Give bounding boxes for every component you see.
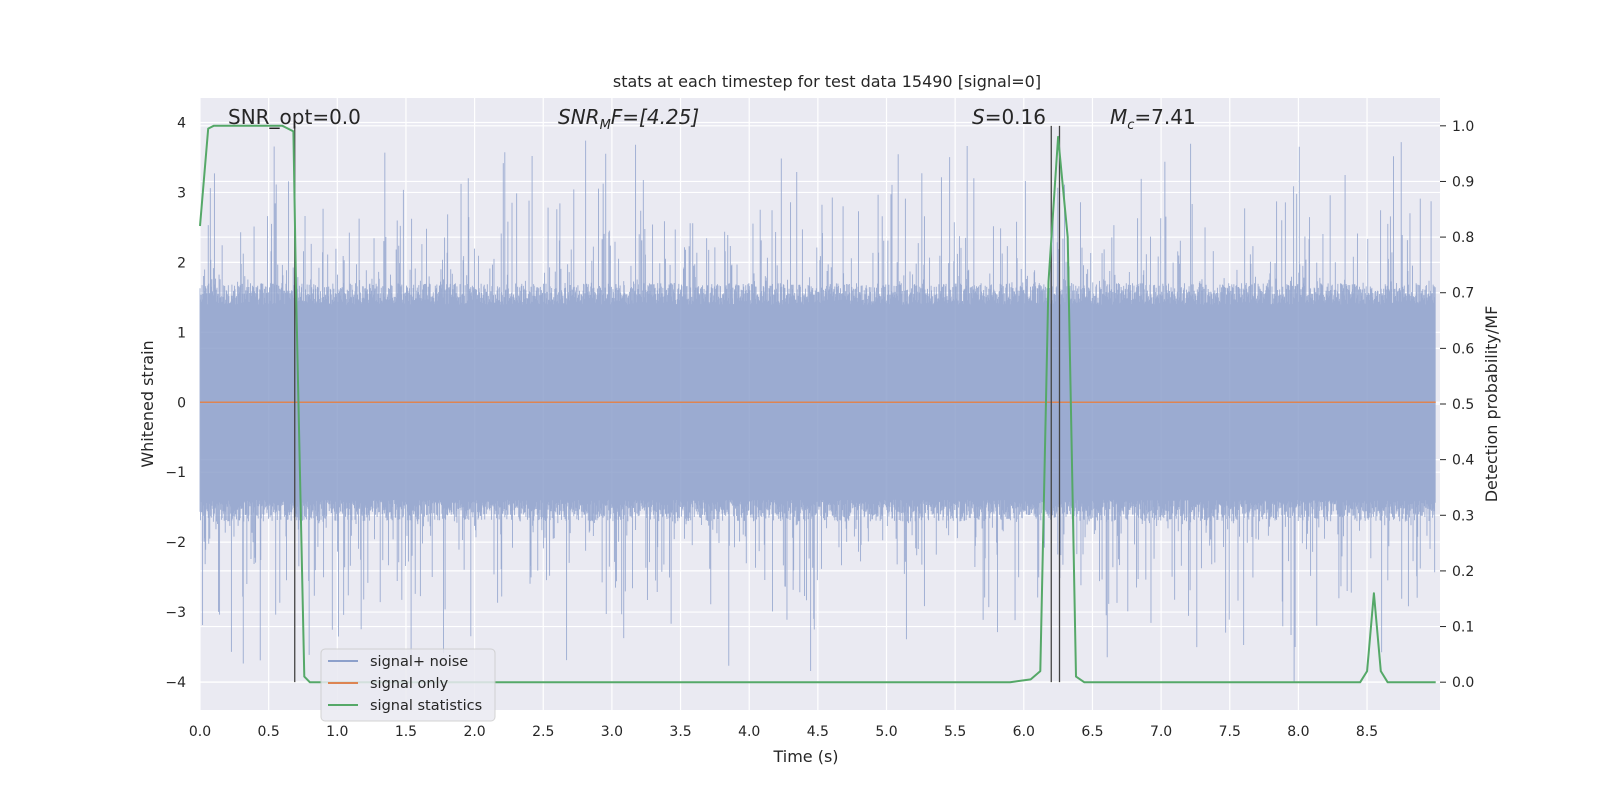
- y-left-tick-label: −2: [165, 535, 186, 551]
- legend: signal+ noise signal only signal statist…: [320, 648, 496, 722]
- x-tick-label: 1.5: [395, 724, 417, 740]
- annotation-snr-mf-sub: M: [600, 118, 611, 133]
- y-right-tick-label: 0.5: [1452, 397, 1474, 413]
- x-tick-label: 7.5: [1219, 724, 1241, 740]
- x-tick-label: 6.0: [1013, 724, 1035, 740]
- legend-label-signal-only: signal only: [370, 676, 449, 692]
- x-tick-label: 8.0: [1287, 724, 1309, 740]
- x-tick-label: 2.0: [463, 724, 485, 740]
- y-left-axis-ticks: −4 −3 −2 −1 0 1 2 3 4: [165, 115, 186, 691]
- y-left-axis-label: Whitened strain: [138, 340, 157, 467]
- y-left-tick-label: 0: [177, 395, 186, 411]
- y-right-tick-label: 0.6: [1452, 341, 1474, 357]
- y-left-tick-label: 1: [177, 325, 186, 341]
- y-right-axis-ticks: 0.0 0.1 0.2 0.3 0.4 0.5 0.6 0.7 0.8 0.9 1.0: [1440, 119, 1474, 691]
- x-tick-label: 0.5: [258, 724, 280, 740]
- y-right-tick-label: 1.0: [1452, 119, 1474, 135]
- x-tick-label: 5.5: [944, 724, 966, 740]
- x-tick-label: 1.0: [326, 724, 348, 740]
- x-tick-label: 5.0: [875, 724, 897, 740]
- x-tick-label: 4.5: [807, 724, 829, 740]
- y-right-tick-label: 0.4: [1452, 453, 1474, 469]
- annotation-s: S=0.16: [972, 105, 1046, 129]
- x-tick-label: 2.5: [532, 724, 554, 740]
- y-left-tick-label: 2: [177, 255, 186, 271]
- x-tick-label: 3.5: [669, 724, 691, 740]
- annotation-mc-rest: =7.41: [1134, 105, 1195, 129]
- legend-label-signal-statistics: signal statistics: [370, 698, 482, 714]
- annotation-s-rest: =0.16: [985, 105, 1046, 129]
- annotation-snr-mf-base: SNR: [558, 105, 600, 129]
- x-tick-label: 3.0: [601, 724, 623, 740]
- annotation-s-base: S: [972, 105, 985, 129]
- annotation-snr-mf-rest: F=[4.25]: [611, 105, 699, 129]
- series-signal-statistics: [199, 124, 1436, 684]
- legend-label-signal-noise: signal+ noise: [370, 654, 468, 670]
- x-axis-label: Time (s): [772, 747, 838, 766]
- annotation-mc: Mc=7.41: [1110, 105, 1196, 133]
- annotation-mc-sub: c: [1127, 118, 1134, 133]
- x-tick-label: 4.0: [738, 724, 760, 740]
- y-right-tick-label: 0.1: [1452, 620, 1474, 636]
- annotation-snr-mf: SNRMF=[4.25]: [558, 105, 699, 133]
- y-right-axis-label: Detection probability/MF: [1482, 306, 1501, 503]
- y-left-tick-label: −4: [165, 675, 186, 691]
- annotation-mc-base: M: [1110, 105, 1127, 129]
- x-tick-label: 8.5: [1356, 724, 1378, 740]
- x-tick-label: 0.0: [189, 724, 211, 740]
- y-left-tick-label: −1: [165, 465, 186, 481]
- y-right-tick-label: 0.7: [1452, 286, 1474, 302]
- legend-box: [320, 648, 496, 722]
- x-tick-label: 6.5: [1081, 724, 1103, 740]
- y-left-tick-label: −3: [165, 605, 186, 621]
- x-tick-label: 7.0: [1150, 724, 1172, 740]
- y-right-tick-label: 0.2: [1452, 564, 1474, 580]
- y-right-tick-label: 0.9: [1452, 174, 1474, 190]
- y-right-tick-label: 0.8: [1452, 230, 1474, 246]
- y-right-tick-label: 0.3: [1452, 508, 1474, 524]
- chart-title: stats at each timestep for test data 154…: [613, 72, 1041, 91]
- y-right-tick-label: 0.0: [1452, 675, 1474, 691]
- y-left-tick-label: 4: [177, 115, 186, 131]
- annotation-snr-opt: SNR_opt=0.0: [228, 105, 361, 129]
- x-axis-ticks: 0.0 0.5 1.0 1.5 2.0 2.5 3.0 3.5 4.0 4.5 5.0 5.5 6.0 6…: [189, 724, 1378, 740]
- y-left-tick-label: 3: [177, 185, 186, 201]
